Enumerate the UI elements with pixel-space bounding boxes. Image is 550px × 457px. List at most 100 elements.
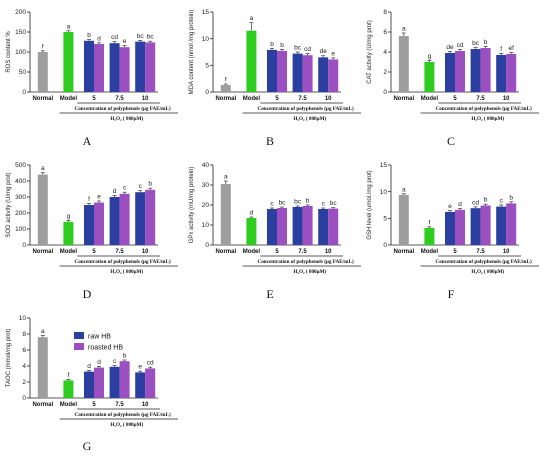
category-label: 7.5	[115, 249, 124, 255]
significance-letter: b	[270, 41, 274, 48]
h2o2-label: H₂O₂ ( 800μM)	[471, 115, 504, 122]
y-tick-label: 15	[202, 9, 210, 16]
panel-letter: D	[83, 287, 92, 301]
category-label: Normal	[393, 249, 414, 255]
bar-raw-hb	[135, 192, 146, 245]
bar-roasted-hb	[94, 367, 104, 398]
panel-letter: F	[448, 287, 455, 301]
category-label: 7.5	[115, 96, 124, 102]
y-tick-label: 50	[19, 69, 27, 76]
concentration-label: Concentration of polyphenols (μg FAE/mL)	[257, 258, 353, 265]
bar-roasted-hb	[277, 50, 287, 92]
category-label: 7.5	[298, 96, 307, 102]
bar-raw-hb	[292, 53, 303, 92]
bar-model	[246, 30, 257, 93]
y-tick-label: 10	[380, 189, 388, 196]
bar-roasted-hb	[94, 44, 104, 92]
bar-normal	[398, 194, 409, 245]
significance-letter: f	[88, 196, 90, 203]
bar-roasted-hb	[455, 209, 465, 245]
category-label: 5	[275, 249, 279, 255]
y-tick-label: 100	[15, 49, 26, 56]
y-tick-label: 200	[15, 210, 26, 217]
bar-roasted-hb	[277, 208, 287, 245]
bar-model	[63, 32, 74, 92]
legend: raw HB roasted HB	[74, 332, 123, 352]
category-label: 7.5	[476, 249, 485, 255]
significance-letter: b	[484, 197, 488, 204]
bar-roasted-hb	[302, 55, 313, 92]
significance-letter: ef	[508, 45, 514, 52]
y-tick-label: 0	[22, 89, 26, 96]
y-tick-label: 15	[380, 162, 388, 169]
bar-raw-hb	[496, 206, 507, 245]
significance-letter: b	[87, 32, 91, 39]
significance-letter: bc	[330, 200, 338, 207]
y-tick-label: 8	[22, 331, 26, 338]
bar-raw-hb	[496, 55, 507, 92]
bar-roasted-hb	[145, 42, 156, 92]
significance-letter: cd	[457, 42, 464, 49]
significance-letter: a	[224, 174, 228, 181]
chart-panel-e: 0 10 20 30 40 GPx activity (mU/mg protein) a d c…	[189, 162, 361, 301]
chart-panel-g: 0 2 4 6 8 10 TAOC (mmol/mg prot) a f dd cb ecd Norma…	[6, 315, 178, 453]
bar-raw-hb	[109, 366, 120, 398]
h2o2-label: H₂O₂ ( 800μM)	[471, 268, 504, 275]
bar-raw-hb	[470, 208, 481, 245]
panel-letter: E	[266, 287, 273, 301]
category-label: 10	[325, 96, 332, 102]
significance-letter: bc	[137, 33, 145, 40]
bar-roasted-hb	[94, 202, 104, 245]
significance-letter: c	[322, 201, 326, 208]
category-label: 10	[142, 96, 149, 102]
chart-panel-a: 0 50 100 150 200 ROS content % f a b d cde bc bc Norm…	[6, 9, 178, 148]
bar-raw-hb	[267, 209, 277, 245]
y-tick-label: 4	[383, 49, 387, 56]
significance-letter: e	[123, 38, 127, 45]
significance-letter: bc	[294, 45, 302, 52]
bar-raw-hb	[470, 49, 481, 92]
significance-letter: bc	[147, 34, 155, 41]
significance-letter: d	[458, 201, 462, 208]
y-tick-label: 10	[19, 315, 27, 322]
y-axis-label: TAOC (mmol/mg prot)	[6, 329, 12, 388]
significance-letter: a	[41, 328, 45, 335]
panel-letter: B	[266, 134, 274, 148]
y-tick-label: 200	[15, 9, 26, 16]
category-label: Model	[60, 96, 78, 102]
significance-letter: bc	[294, 199, 302, 206]
significance-letter: b	[280, 42, 284, 49]
h2o2-label: H₂O₂ ( 800μM)	[110, 115, 143, 122]
concentration-label: Concentration of polyphenols (μg FAE/mL)	[74, 411, 170, 418]
y-axis-label: GPx activity (mU/mg protein)	[189, 167, 195, 244]
category-label: Model	[60, 249, 78, 255]
category-label: Model	[421, 249, 439, 255]
bar-roasted-hb	[145, 189, 156, 245]
bar-normal	[220, 85, 231, 92]
bar-roasted-hb	[119, 193, 130, 245]
y-tick-label: 40	[202, 162, 210, 169]
significance-letter: g	[428, 53, 432, 60]
category-label: 10	[142, 249, 149, 255]
y-axis-label: GSH level (umol./mg prot)	[367, 170, 373, 239]
significance-letter: d	[113, 188, 117, 195]
significance-letter: cd	[147, 360, 154, 367]
h2o2-label: H₂O₂ ( 800μM)	[110, 421, 143, 428]
y-tick-label: 100	[15, 226, 26, 233]
bar-model	[246, 218, 257, 245]
significance-letter: b	[509, 194, 513, 201]
bar-raw-hb	[109, 197, 120, 245]
bar-raw-hb	[318, 209, 329, 245]
bar-model	[63, 380, 74, 398]
bar-model	[424, 62, 435, 92]
concentration-label: Concentration of polyphenols (μg FAE/mL)	[74, 258, 170, 265]
h2o2-label: H₂O₂ ( 800μM)	[110, 268, 143, 275]
category-label: 5	[453, 96, 457, 102]
category-label: Normal	[215, 249, 236, 255]
bar-raw-hb	[84, 371, 94, 398]
significance-letter: de	[320, 48, 328, 55]
y-tick-label: 5	[205, 63, 209, 70]
significance-letter: c	[139, 183, 143, 190]
